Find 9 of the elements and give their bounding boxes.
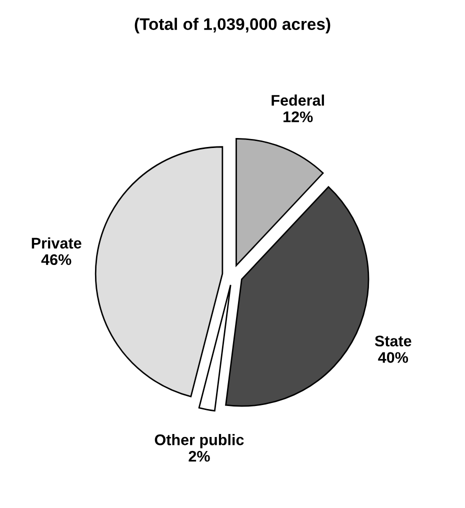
data-label: 46% [41,254,72,266]
slice-label: Private [32,237,82,249]
chart-title: (Total of 1,039,000 acres) [134,18,330,34]
data-label: 2% [188,450,210,462]
slice-label: Federal [272,94,324,106]
slice-label: Other public [154,434,244,448]
slice-label: State [374,336,412,346]
data-label: 40% [378,352,408,363]
data-label: 12% [284,111,313,122]
